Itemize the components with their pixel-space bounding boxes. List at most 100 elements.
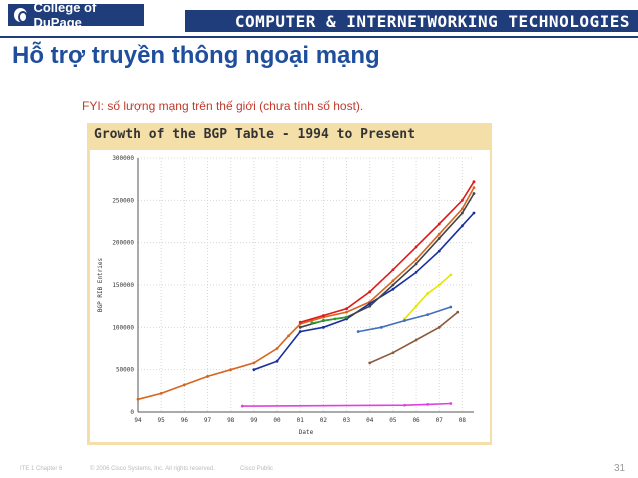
- x-tick-label: 98: [227, 417, 235, 424]
- data-point: [368, 304, 372, 308]
- data-point: [368, 361, 372, 365]
- data-point: [472, 186, 476, 190]
- header-bar: College of DuPage COMPUTER & INTERNETWOR…: [0, 0, 638, 35]
- data-point: [461, 211, 464, 215]
- slide-title: Hỗ trợ truyền thông ngoại mạng: [12, 42, 380, 69]
- data-point: [368, 302, 372, 306]
- chart-plot-area: 0 50000 100000 150000 200000 250000 300000 94 95…: [90, 150, 490, 442]
- data-point: [345, 307, 348, 311]
- data-point: [456, 310, 460, 314]
- data-point: [414, 258, 418, 261]
- college-logo-icon: [14, 8, 29, 23]
- data-point: [287, 334, 291, 338]
- y-tick-label: 150000: [112, 282, 134, 289]
- data-point: [437, 325, 441, 329]
- data-point: [461, 198, 464, 202]
- x-tick-label: 02: [320, 417, 328, 424]
- data-point: [426, 292, 430, 295]
- y-tick-label: 50000: [116, 367, 134, 374]
- footer-chapter: ITE 1 Chapter 6: [20, 466, 63, 472]
- series-line: [369, 311, 459, 364]
- data-point: [391, 287, 395, 291]
- data-point: [414, 245, 418, 249]
- data-point: [356, 330, 360, 333]
- x-tick-label: 07: [436, 417, 444, 424]
- data-point: [333, 317, 337, 321]
- data-point: [298, 325, 302, 329]
- data-point: [391, 351, 395, 355]
- data-point: [449, 402, 453, 405]
- y-tick-label: 0: [130, 409, 134, 416]
- data-point: [310, 321, 314, 325]
- data-point: [345, 310, 348, 314]
- x-tick-label: 08: [459, 417, 467, 424]
- data-point: [136, 397, 140, 401]
- data-point: [461, 224, 464, 228]
- data-point: [414, 304, 418, 308]
- data-point: [426, 402, 430, 406]
- series-line: [242, 402, 451, 407]
- series-line: [403, 274, 452, 320]
- data-point: [252, 361, 256, 365]
- x-tick-label: 97: [204, 417, 212, 424]
- y-tick-label: 200000: [112, 240, 134, 247]
- y-axis-label: BGP RIB Entries: [97, 258, 104, 313]
- data-point: [403, 403, 406, 407]
- data-point: [379, 325, 383, 329]
- data-point: [182, 383, 186, 387]
- data-point: [437, 222, 441, 226]
- data-point: [461, 207, 464, 211]
- data-point: [368, 290, 372, 294]
- data-point: [449, 305, 453, 309]
- data-point: [472, 180, 476, 184]
- program-banner: COMPUTER & INTERNETWORKING TECHNOLOGIES: [185, 10, 638, 32]
- data-point: [229, 368, 233, 372]
- x-tick-label: 01: [297, 417, 305, 424]
- data-point: [437, 283, 441, 287]
- x-tick-label: 95: [158, 417, 166, 424]
- series-line: [299, 181, 475, 324]
- x-tick-label: 99: [250, 417, 258, 424]
- data-point: [252, 368, 256, 372]
- data-point: [437, 237, 441, 240]
- y-tick-label: 300000: [112, 155, 134, 162]
- fyi-note: FYI: số lượng mạng trên thế giới (chưa t…: [82, 99, 364, 113]
- x-tick-label: 06: [412, 417, 420, 424]
- x-tick-label: 04: [366, 417, 374, 424]
- data-point: [437, 249, 441, 253]
- data-point: [345, 315, 348, 319]
- x-tick-label: 00: [273, 417, 281, 424]
- data-point: [321, 325, 325, 329]
- data-point: [275, 347, 279, 350]
- data-point: [472, 211, 476, 215]
- data-point: [403, 319, 406, 322]
- series-line: [137, 187, 475, 401]
- bgp-growth-chart: 0 50000 100000 150000 200000 250000 300000 94 95…: [97, 155, 476, 436]
- x-tick-label: 94: [134, 417, 142, 424]
- data-point: [437, 232, 441, 236]
- college-logo: College of DuPage: [8, 0, 144, 30]
- x-axis-label: Date: [299, 429, 314, 436]
- data-point: [414, 262, 418, 266]
- data-point: [298, 320, 302, 324]
- x-tick-label: 03: [343, 417, 351, 424]
- chart-title: Growth of the BGP Table - 1994 to Presen…: [94, 127, 415, 142]
- data-point: [159, 391, 163, 395]
- x-tick-label: 96: [181, 417, 189, 424]
- header-rule: [0, 36, 638, 38]
- data-point: [414, 338, 418, 342]
- data-point: [391, 279, 395, 283]
- data-point: [206, 375, 209, 378]
- data-point: [275, 359, 279, 363]
- data-point: [449, 273, 453, 277]
- data-point: [240, 404, 244, 408]
- footer-classification: Cisco Public: [240, 466, 274, 472]
- data-point: [414, 270, 418, 274]
- data-point: [321, 314, 325, 317]
- college-logo-text: College of DuPage: [33, 0, 97, 30]
- data-point: [391, 283, 395, 287]
- data-point: [472, 192, 476, 195]
- page-number: 31: [614, 463, 626, 474]
- y-tick-label: 250000: [112, 197, 134, 204]
- data-point: [426, 313, 430, 317]
